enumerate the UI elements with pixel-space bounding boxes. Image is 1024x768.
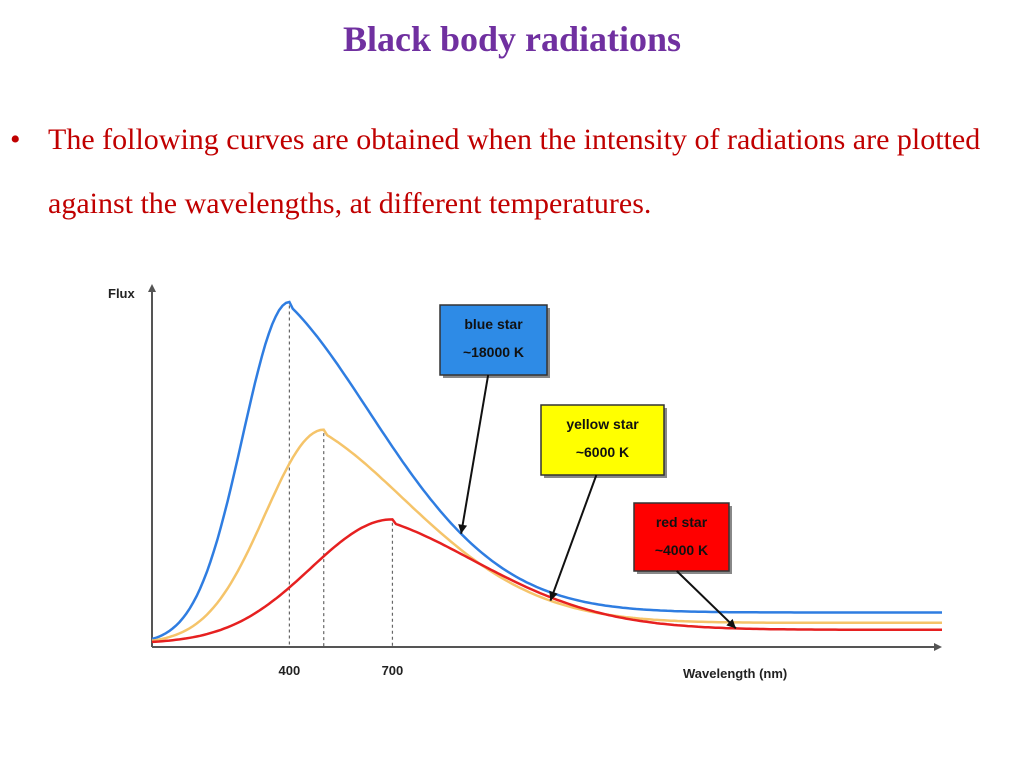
series-line-2 — [151, 518, 942, 644]
callout-arrowhead-2 — [726, 618, 736, 629]
series-name-label-0: blue star — [464, 316, 523, 332]
callout-arrow-1 — [549, 474, 598, 602]
series-temp-label-0: ~18000 K — [463, 344, 524, 360]
bullet-text: The following curves are obtained when t… — [48, 123, 981, 220]
peak-guide-lines — [288, 305, 394, 647]
series-line-1 — [151, 428, 942, 642]
series-temp-label-2: ~4000 K — [655, 542, 708, 558]
y-axis-label: Flux — [108, 286, 135, 301]
callout-arrow-0 — [460, 374, 490, 534]
series-callout-2: red star ~4000 K — [633, 502, 737, 630]
series-temp-label-1: ~6000 K — [576, 444, 629, 460]
series-callout-1: yellow star ~6000 K — [540, 404, 667, 602]
chart-axes — [148, 284, 942, 651]
series-line-0 — [151, 300, 942, 641]
callout-box-2 — [633, 502, 730, 572]
x-axis-arrow — [934, 643, 942, 651]
x-tick-label-1: 700 — [382, 663, 404, 678]
series-callouts: blue star ~18000 K yellow star ~6000 K red s… — [439, 304, 737, 630]
bullet-marker: • — [10, 123, 21, 156]
slide-title: Black body radiations — [342, 19, 682, 59]
x-axis-label: Wavelength (nm) — [683, 666, 787, 681]
series-curves — [151, 300, 942, 644]
series-callout-0: blue star ~18000 K — [439, 304, 550, 534]
callout-arrow-2 — [676, 570, 737, 630]
x-tick-label-0: 400 — [279, 663, 301, 678]
series-name-label-1: yellow star — [566, 416, 639, 432]
blackbody-chart: blue star ~18000 K yellow star ~6000 K red s… — [108, 284, 942, 681]
x-tick-labels: 400 700 — [279, 663, 404, 678]
callout-box-0 — [439, 304, 548, 376]
series-name-label-2: red star — [656, 514, 708, 530]
callout-box-1 — [540, 404, 665, 476]
callout-arrowhead-0 — [458, 524, 468, 534]
callout-arrowhead-1 — [549, 590, 558, 601]
y-axis-arrow — [148, 284, 156, 292]
